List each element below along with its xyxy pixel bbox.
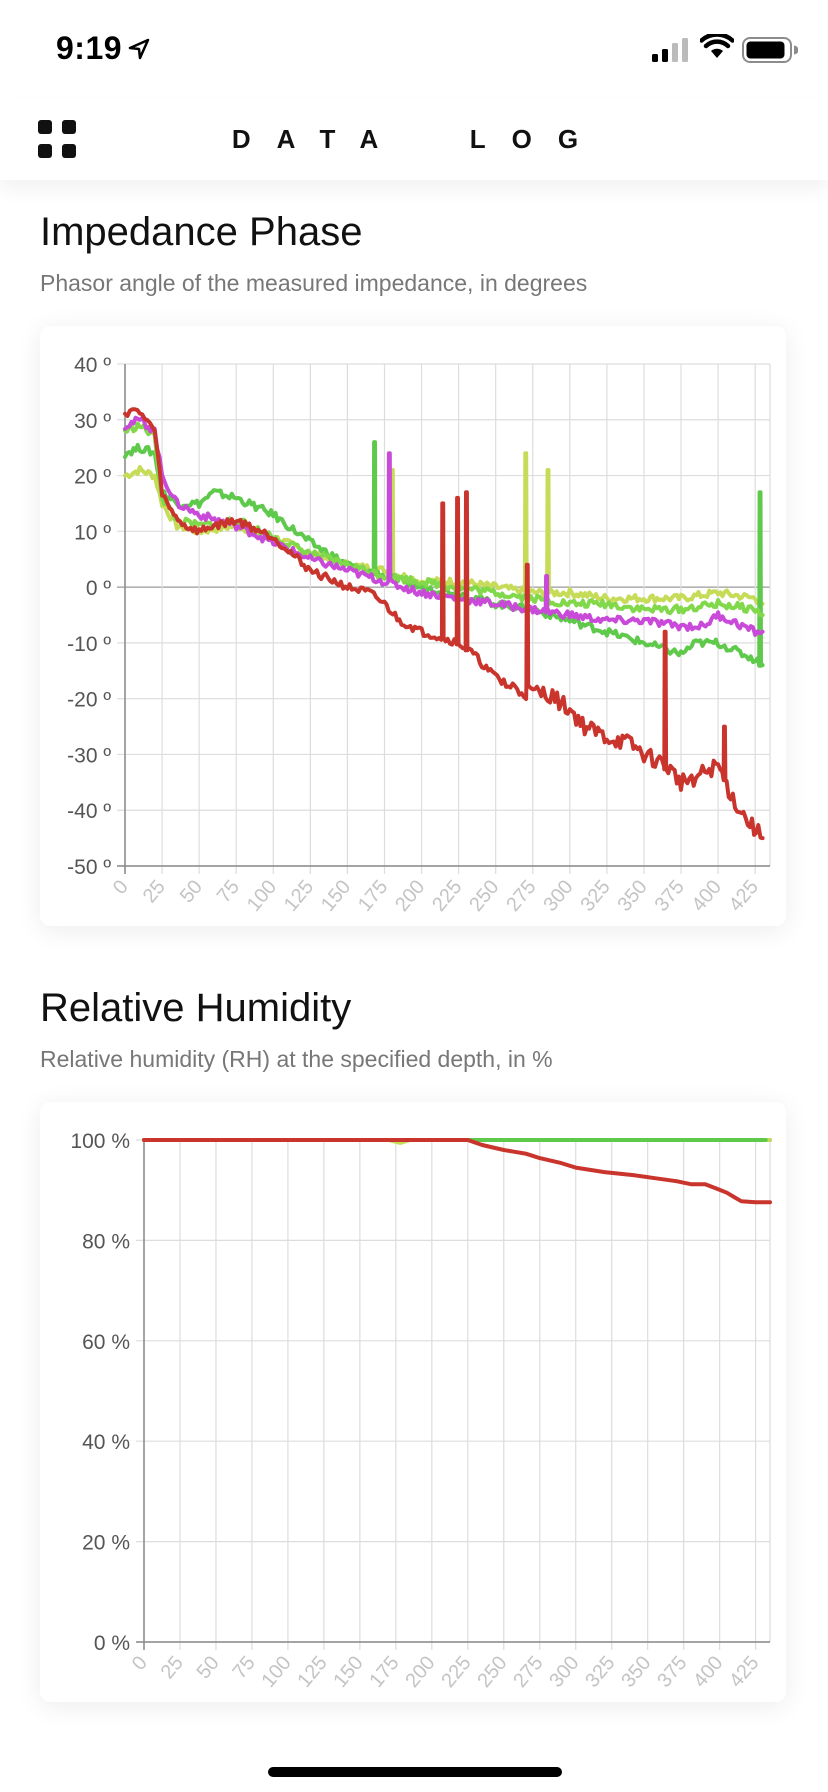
x-tick-label: 25 bbox=[157, 1652, 188, 1683]
x-tick-label: 125 bbox=[293, 1652, 331, 1692]
x-tick-label: 250 bbox=[465, 876, 503, 916]
x-tick-label: 225 bbox=[437, 1652, 475, 1692]
x-tick-label: 350 bbox=[617, 1652, 655, 1692]
status-bar: 9:19 bbox=[0, 0, 828, 100]
x-tick-label: 50 bbox=[176, 876, 207, 907]
y-tick-label: -30 º bbox=[67, 744, 111, 767]
y-tick-label: -10 º bbox=[67, 633, 111, 656]
battery-icon bbox=[742, 37, 798, 63]
location-arrow-icon bbox=[128, 38, 150, 60]
series-line bbox=[123, 407, 765, 841]
x-tick-label: 150 bbox=[317, 876, 355, 916]
x-tick-label: 50 bbox=[193, 1652, 224, 1683]
x-tick-label: 175 bbox=[354, 876, 392, 916]
y-tick-label: 100 % bbox=[70, 1130, 130, 1153]
y-tick-label: 60 % bbox=[82, 1331, 130, 1354]
x-tick-label: 325 bbox=[576, 876, 614, 916]
status-time: 9:19 bbox=[56, 30, 123, 66]
wifi-icon bbox=[700, 34, 734, 58]
y-tick-label: 0 % bbox=[94, 1632, 130, 1655]
impedance-phase-chart: 40 º 30 º 20 º 10 º 0 º -10 º -20 º -30 º -40 º -… bbox=[67, 354, 771, 916]
x-tick-label: 200 bbox=[391, 876, 429, 916]
relative-humidity-card: 100 % 80 % 60 % 40 % 20 % 0 % 0 25 50 75 100 125 150… bbox=[40, 1102, 786, 1702]
x-tick-label: 125 bbox=[280, 876, 318, 916]
x-tick-label: 325 bbox=[581, 1652, 619, 1692]
impedance-phase-title: Impedance Phase bbox=[40, 210, 363, 254]
y-tick-label: -20 º bbox=[67, 689, 111, 712]
x-tick-label: 100 bbox=[243, 876, 281, 916]
signal-strength-icon bbox=[652, 38, 688, 62]
y-tick-label: 40 % bbox=[82, 1431, 130, 1454]
x-tick-label: 200 bbox=[401, 1652, 439, 1692]
y-tick-label: 80 % bbox=[82, 1230, 130, 1253]
x-tick-label: 400 bbox=[688, 876, 726, 916]
x-tick-label: 150 bbox=[329, 1652, 367, 1692]
x-tick-label: 75 bbox=[229, 1652, 260, 1683]
x-tick-label: 425 bbox=[725, 1652, 763, 1692]
impedance-phase-card: 40 º 30 º 20 º 10 º 0 º -10 º -20 º -30 º -40 º -… bbox=[40, 326, 786, 926]
x-tick-label: 400 bbox=[689, 1652, 727, 1692]
x-tick-label: 375 bbox=[651, 876, 689, 916]
series-line bbox=[142, 1138, 772, 1205]
x-tick-label: 0 bbox=[128, 1652, 152, 1675]
relative-humidity-title: Relative Humidity bbox=[40, 986, 352, 1030]
y-tick-label: 20 º bbox=[74, 466, 111, 489]
nav-bar: DATA LOG bbox=[0, 100, 828, 180]
impedance-phase-subtitle: Phasor angle of the measured impedance, … bbox=[40, 270, 588, 296]
x-tick-label: 300 bbox=[539, 876, 577, 916]
x-tick-label: 100 bbox=[257, 1652, 295, 1692]
x-tick-label: 275 bbox=[502, 876, 540, 916]
x-tick-label: 350 bbox=[613, 876, 651, 916]
relative-humidity-chart: 100 % 80 % 60 % 40 % 20 % 0 %0 25 50 75100125150… bbox=[70, 1130, 772, 1692]
y-tick-label: 0 º bbox=[86, 577, 112, 600]
x-tick-label: 175 bbox=[365, 1652, 403, 1692]
y-tick-label: -50 º bbox=[67, 856, 111, 879]
y-tick-label: 10 º bbox=[74, 521, 111, 544]
x-tick-label: 300 bbox=[545, 1652, 583, 1692]
x-tick-label: 375 bbox=[653, 1652, 691, 1692]
x-tick-label: 425 bbox=[725, 876, 763, 916]
relative-humidity-subtitle: Relative humidity (RH) at the specified … bbox=[40, 1046, 553, 1072]
y-tick-label: 30 º bbox=[74, 410, 111, 433]
x-tick-label: 225 bbox=[428, 876, 466, 916]
x-tick-label: 275 bbox=[509, 1652, 547, 1692]
x-tick-label: 0 bbox=[109, 876, 133, 899]
y-tick-label: -40 º bbox=[67, 800, 111, 823]
home-indicator bbox=[268, 1767, 562, 1777]
x-tick-label: 25 bbox=[139, 876, 170, 907]
menu-grid-icon[interactable] bbox=[38, 120, 78, 160]
y-tick-label: 20 % bbox=[82, 1532, 130, 1555]
x-tick-label: 75 bbox=[213, 876, 244, 907]
y-tick-label: 40 º bbox=[74, 354, 111, 377]
page-title: DATA LOG bbox=[231, 124, 605, 154]
x-tick-label: 250 bbox=[473, 1652, 511, 1692]
